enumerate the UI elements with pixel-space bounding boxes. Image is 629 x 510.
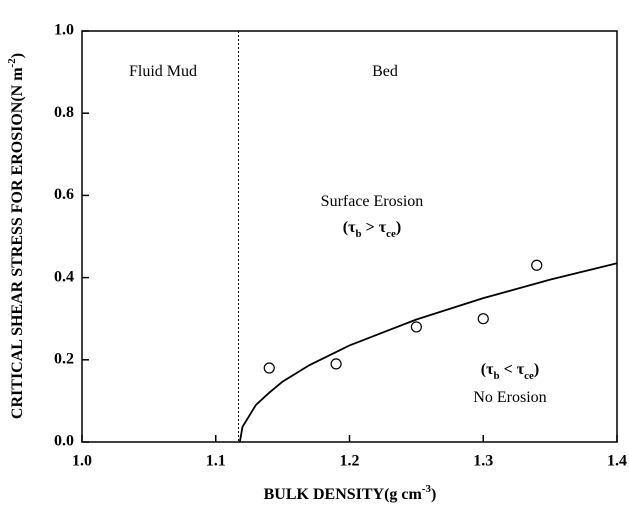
text-part: Fluid Mud bbox=[129, 63, 197, 80]
y-tick-label: 0.2 bbox=[54, 350, 74, 367]
text-part: -2 bbox=[6, 58, 18, 68]
y-tick-label: 0.4 bbox=[54, 268, 74, 285]
text-part: -3 bbox=[422, 483, 432, 495]
x-tick-label: 1.1 bbox=[206, 453, 226, 470]
text-part: Bed bbox=[372, 63, 398, 80]
plot-frame bbox=[81, 30, 618, 443]
text-part: ce bbox=[524, 370, 534, 382]
x-axis-label: BULK DENSITY(g cm-3) bbox=[264, 483, 437, 503]
text-part: > τ bbox=[362, 219, 387, 236]
annotation: No Erosion bbox=[473, 389, 546, 406]
data-point bbox=[477, 313, 489, 325]
data-point bbox=[263, 362, 275, 374]
y-tick-label: 0.6 bbox=[54, 186, 74, 203]
y-tick-label: 0.0 bbox=[54, 433, 74, 450]
y-tick-label: 1.0 bbox=[54, 22, 74, 39]
text-part: b bbox=[493, 370, 499, 382]
data-point bbox=[330, 358, 342, 370]
x-tick-label: 1.2 bbox=[340, 453, 360, 470]
text-part: Surface Erosion bbox=[321, 193, 424, 210]
annotation: Bed bbox=[372, 63, 398, 80]
text-part: ) bbox=[9, 53, 26, 58]
data-point bbox=[410, 321, 422, 333]
text-part: BULK DENSITY(g cm bbox=[264, 486, 423, 503]
annotation: Fluid Mud bbox=[129, 63, 197, 80]
text-part: ) bbox=[396, 219, 401, 236]
text-part: (τ bbox=[481, 361, 494, 378]
text-part: ) bbox=[534, 361, 539, 378]
text-part: ce bbox=[386, 228, 396, 240]
x-tick-label: 1.4 bbox=[607, 453, 627, 470]
text-part: b bbox=[355, 228, 361, 240]
fit-curve bbox=[238, 262, 618, 443]
text-part: CRITICAL SHEAR STRESS FOR EROSION(N m bbox=[9, 67, 26, 419]
x-tick-label: 1.0 bbox=[72, 453, 92, 470]
data-point bbox=[531, 259, 543, 271]
text-part: ) bbox=[431, 486, 436, 503]
text-part: < τ bbox=[500, 361, 525, 378]
text-part: No Erosion bbox=[473, 389, 546, 406]
y-axis-label: CRITICAL SHEAR STRESS FOR EROSION(N m-2) bbox=[6, 53, 26, 419]
text-part: (τ bbox=[343, 219, 356, 236]
annotation: Surface Erosion bbox=[321, 193, 424, 210]
annotation: (τb > τce) bbox=[343, 219, 401, 240]
annotation: (τb < τce) bbox=[481, 361, 539, 382]
y-tick-label: 0.8 bbox=[54, 104, 74, 121]
x-tick-label: 1.3 bbox=[473, 453, 493, 470]
